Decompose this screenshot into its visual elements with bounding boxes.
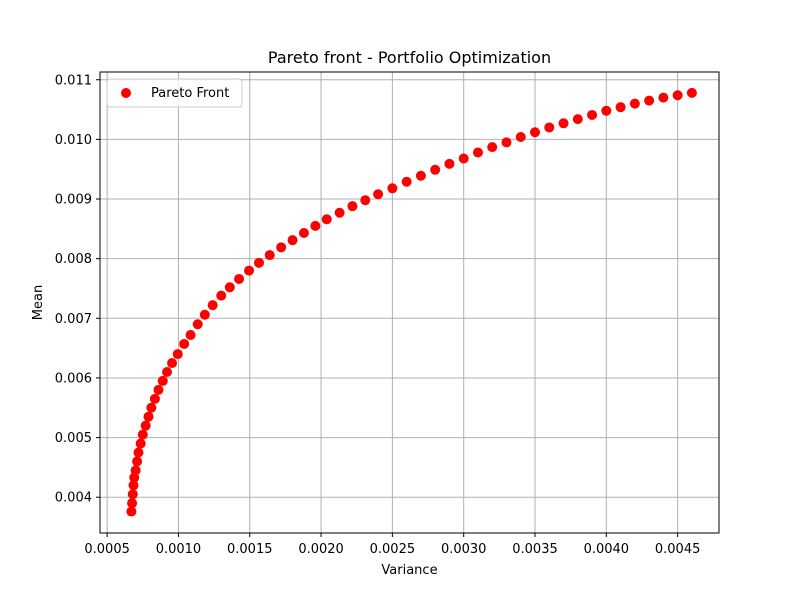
scatter-point <box>127 489 138 500</box>
scatter-point <box>515 132 526 143</box>
y-tick-label: 0.006 <box>55 371 92 386</box>
scatter-point <box>207 300 218 311</box>
scatter-point <box>167 358 178 369</box>
y-axis-ticks: 0.004 0.005 0.006 0.007 0.008 0.009 0.010 0.011 <box>55 73 100 506</box>
x-tick-label: 0.0035 <box>512 542 558 557</box>
scatter-point <box>587 109 598 120</box>
scatter-point <box>629 98 640 109</box>
y-tick-label: 0.009 <box>55 193 92 208</box>
scatter-point <box>185 330 196 341</box>
scatter-point <box>658 92 669 103</box>
scatter-point <box>401 176 412 187</box>
scatter-point <box>146 402 157 413</box>
scatter-point <box>127 498 138 509</box>
scatter-point <box>137 429 148 440</box>
scatter-point <box>264 250 275 261</box>
legend-label: Pareto Front <box>151 86 229 101</box>
scatter-point <box>686 87 697 98</box>
x-axis-label: Variance <box>381 563 437 578</box>
legend-marker <box>121 88 131 98</box>
scatter-point <box>310 220 321 231</box>
x-tick-label: 0.0025 <box>370 542 416 557</box>
plot-frame <box>99 71 720 534</box>
y-tick-label: 0.007 <box>55 312 92 327</box>
scatter-point <box>415 170 426 181</box>
grid-lines <box>100 72 719 533</box>
scatter-point <box>472 147 483 158</box>
scatter-point <box>287 235 298 246</box>
x-axis-ticks: 0.0005 0.0010 0.0015 0.0020 0.0025 0.0030 0.00… <box>84 533 700 557</box>
scatter-point <box>430 164 441 175</box>
x-tick-label: 0.0040 <box>584 542 630 557</box>
scatter-point <box>149 393 160 404</box>
scatter-point <box>126 506 137 517</box>
scatter-point <box>140 420 151 431</box>
scatter-point <box>135 438 146 449</box>
scatter-point <box>347 201 358 212</box>
x-tick-label: 0.0010 <box>156 542 202 557</box>
scatter-point <box>387 183 398 194</box>
scatter-point <box>157 375 168 386</box>
scatter-point <box>143 411 154 422</box>
scatter-point <box>153 384 164 395</box>
scatter-points <box>126 87 697 517</box>
chart-title: Pareto front - Portfolio Optimization <box>268 48 551 67</box>
scatter-point <box>544 122 555 133</box>
scatter-point <box>672 90 683 101</box>
scatter-point <box>130 465 141 476</box>
x-tick-label: 0.0020 <box>298 542 344 557</box>
scatter-point <box>216 290 227 301</box>
y-tick-label: 0.011 <box>55 73 92 88</box>
scatter-point <box>530 127 541 138</box>
scatter-point <box>373 189 384 200</box>
scatter-point <box>360 195 371 206</box>
scatter-point <box>128 480 139 491</box>
scatter-point <box>244 265 255 276</box>
scatter-point <box>334 207 345 218</box>
scatter-point <box>276 242 287 253</box>
x-tick-label: 0.0005 <box>84 542 130 557</box>
scatter-point <box>192 319 203 330</box>
scatter-point <box>444 158 455 169</box>
y-tick-label: 0.005 <box>55 431 92 446</box>
scatter-point <box>558 118 569 129</box>
y-tick-label: 0.008 <box>55 252 92 267</box>
scatter-point <box>644 95 655 106</box>
y-axis-label: Mean <box>31 285 46 320</box>
scatter-point <box>224 282 235 293</box>
scatter-point <box>572 114 583 125</box>
scatter-point <box>501 137 512 148</box>
x-tick-label: 0.0015 <box>227 542 273 557</box>
scatter-point <box>162 366 173 377</box>
scatter-point <box>199 309 210 320</box>
scatter-point <box>234 273 245 284</box>
scatter-point <box>179 338 190 349</box>
scatter-point <box>458 153 469 164</box>
scatter-point <box>321 214 332 225</box>
scatter-point <box>172 349 183 360</box>
x-tick-label: 0.0045 <box>655 542 701 557</box>
x-tick-label: 0.0030 <box>441 542 487 557</box>
scatter-point <box>132 456 143 467</box>
scatter-point <box>133 447 144 458</box>
scatter-point <box>601 105 612 116</box>
scatter-point <box>615 102 626 113</box>
scatter-point <box>487 142 498 153</box>
scatter-point <box>254 257 265 268</box>
y-tick-label: 0.010 <box>55 133 92 148</box>
legend: Pareto Front <box>106 78 243 108</box>
legend-box <box>106 78 243 108</box>
y-tick-label: 0.004 <box>55 491 92 506</box>
scatter-point <box>298 228 309 239</box>
